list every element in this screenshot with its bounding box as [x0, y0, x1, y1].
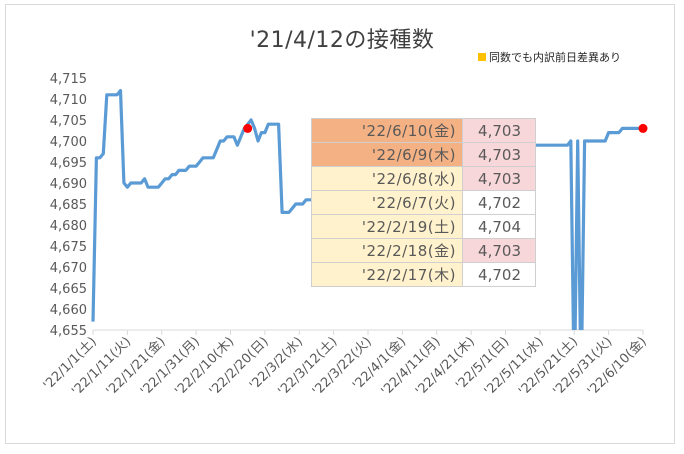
x-tick-label: '22/6/10(金)	[584, 334, 650, 400]
table-date-cell: '22/2/17(木)	[311, 262, 463, 287]
table-date-cell: '22/6/9(木)	[311, 142, 463, 167]
table-row: '22/6/8(水) 4,703	[311, 166, 536, 191]
table-value-cell: 4,702	[462, 190, 536, 215]
y-tick-label: 4,665	[50, 282, 87, 297]
table-row: '22/6/9(木) 4,703	[311, 142, 536, 167]
data-table: '22/6/10(金) 4,703'22/6/9(木) 4,703'22/6/8(水…	[311, 118, 536, 287]
y-tick-label: 4,675	[50, 240, 87, 255]
y-tick-label: 4,660	[50, 303, 87, 318]
table-date-cell: '22/6/10(金)	[311, 118, 463, 143]
table-row: '22/2/19(土) 4,704	[311, 214, 536, 239]
highlight-marker	[638, 123, 648, 133]
table-row: '22/2/17(木) 4,702	[311, 262, 536, 287]
table-value-cell: 4,704	[462, 214, 536, 239]
table-value-cell: 4,702	[462, 262, 536, 287]
legend: 同数でも内訳前日差異あり	[478, 49, 621, 65]
y-tick-label: 4,685	[50, 198, 87, 213]
y-tick-label: 4,705	[50, 114, 87, 129]
y-tick-label: 4,695	[50, 156, 87, 171]
table-date-cell: '22/6/7(火)	[311, 190, 463, 215]
chart-title: '21/4/12の接種数	[249, 28, 435, 53]
y-tick-label: 4,655	[50, 324, 87, 339]
y-tick-label: 4,700	[50, 135, 87, 150]
table-value-cell: 4,703	[462, 118, 536, 143]
table-row: '22/2/18(金) 4,703	[311, 238, 536, 263]
table-row: '22/6/7(火) 4,702	[311, 190, 536, 215]
highlight-marker	[243, 123, 253, 133]
y-tick-label: 4,680	[50, 219, 87, 234]
table-row: '22/6/10(金) 4,703	[311, 118, 536, 143]
y-tick-label: 4,715	[50, 72, 87, 87]
table-date-cell: '22/2/18(金)	[311, 238, 463, 263]
legend-swatch	[478, 53, 486, 61]
x-tick-label: '22/1/21(金)	[103, 334, 169, 400]
table-date-cell: '22/2/19(土)	[311, 214, 463, 239]
legend-label: 同数でも内訳前日差異あり	[489, 51, 621, 64]
y-tick-label: 4,710	[50, 93, 87, 108]
table-date-cell: '22/6/8(水)	[311, 166, 463, 191]
table-value-cell: 4,703	[462, 238, 536, 263]
table-value-cell: 4,703	[462, 142, 536, 167]
y-tick-label: 4,690	[50, 177, 87, 192]
table-value-cell: 4,703	[462, 166, 536, 191]
y-tick-label: 4,670	[50, 261, 87, 276]
